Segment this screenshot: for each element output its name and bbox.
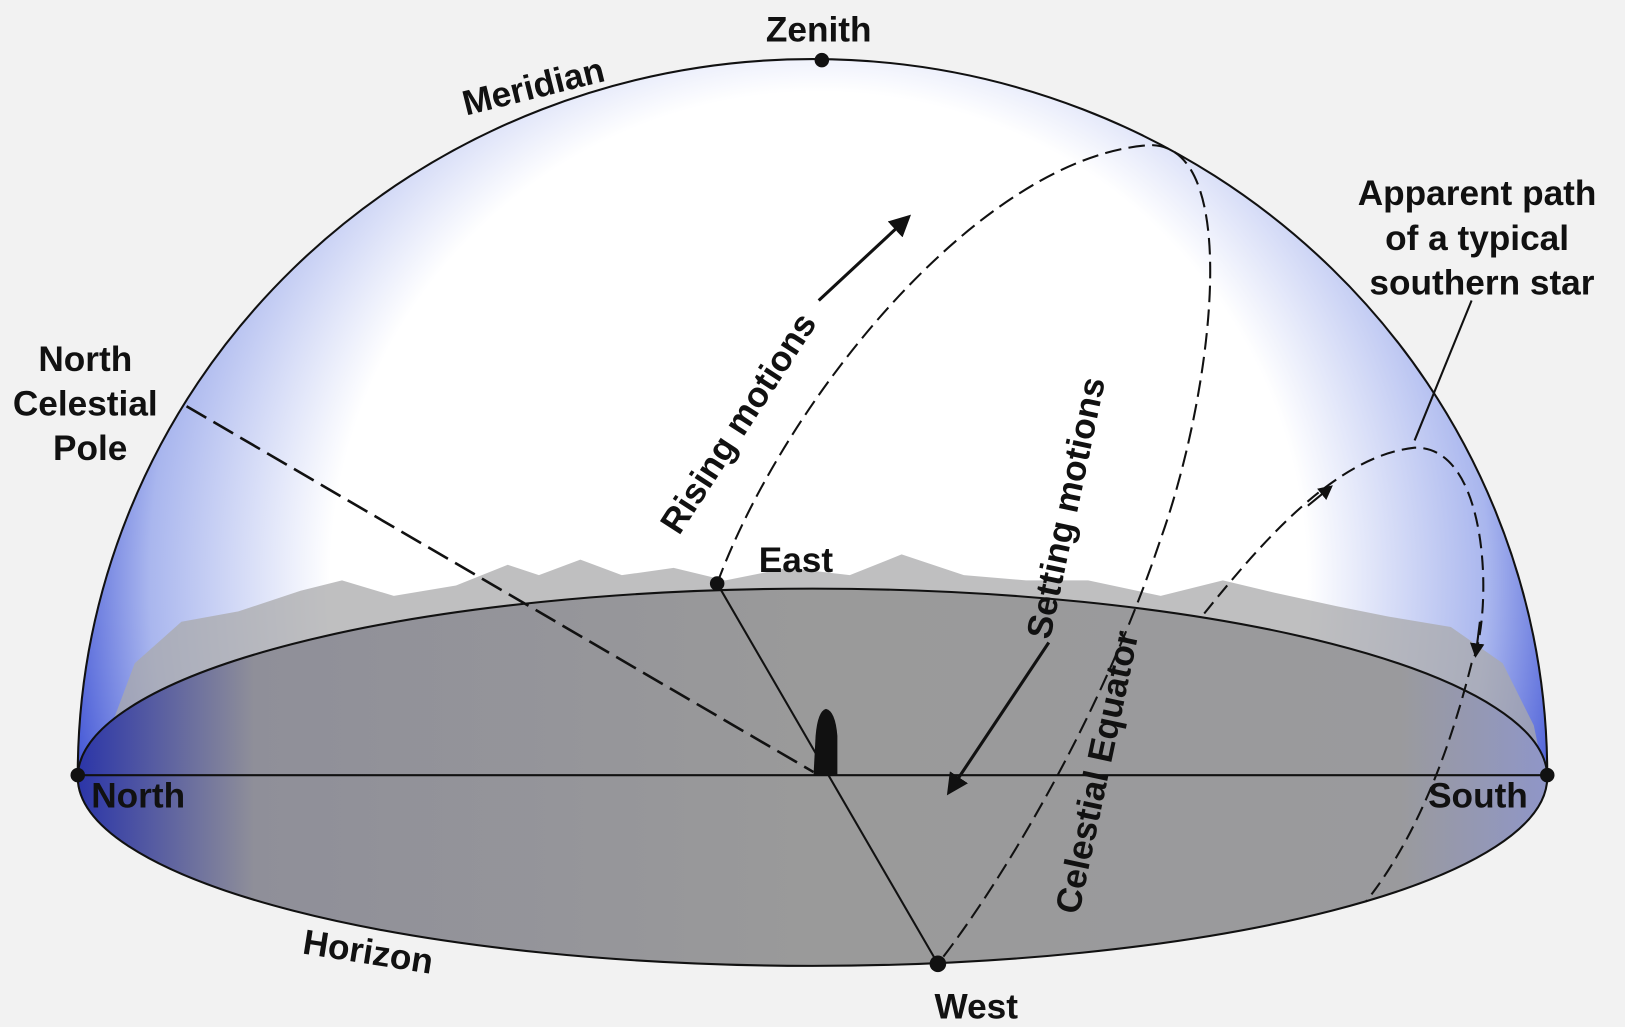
west-label: West bbox=[934, 988, 1018, 1027]
north-label: North bbox=[91, 776, 185, 815]
apparent-path-line: Apparent path bbox=[1358, 174, 1597, 213]
zenith-point bbox=[815, 53, 830, 68]
celestial-sphere-diagram: Zenith Meridian North Celestial Pole App… bbox=[0, 0, 1625, 1027]
apparent-path-line: southern star bbox=[1369, 263, 1594, 302]
horizon-plane bbox=[78, 589, 1548, 966]
east-point bbox=[710, 576, 725, 591]
apparent-path-line: of a typical bbox=[1385, 219, 1569, 258]
ncp-line: Pole bbox=[53, 429, 127, 468]
east-label: East bbox=[759, 541, 834, 580]
ncp-line: North bbox=[38, 340, 132, 379]
south-point bbox=[1540, 768, 1555, 783]
west-point bbox=[930, 955, 947, 972]
north-point bbox=[70, 768, 85, 783]
apparent-path-label: Apparent path of a typical southern star bbox=[1358, 174, 1607, 302]
south-label: South bbox=[1428, 776, 1528, 815]
page: {"labels": { "zenith": "Zenith", "meridi… bbox=[0, 0, 1625, 1027]
zenith-label: Zenith bbox=[766, 10, 872, 49]
ncp-line: Celestial bbox=[13, 385, 158, 424]
